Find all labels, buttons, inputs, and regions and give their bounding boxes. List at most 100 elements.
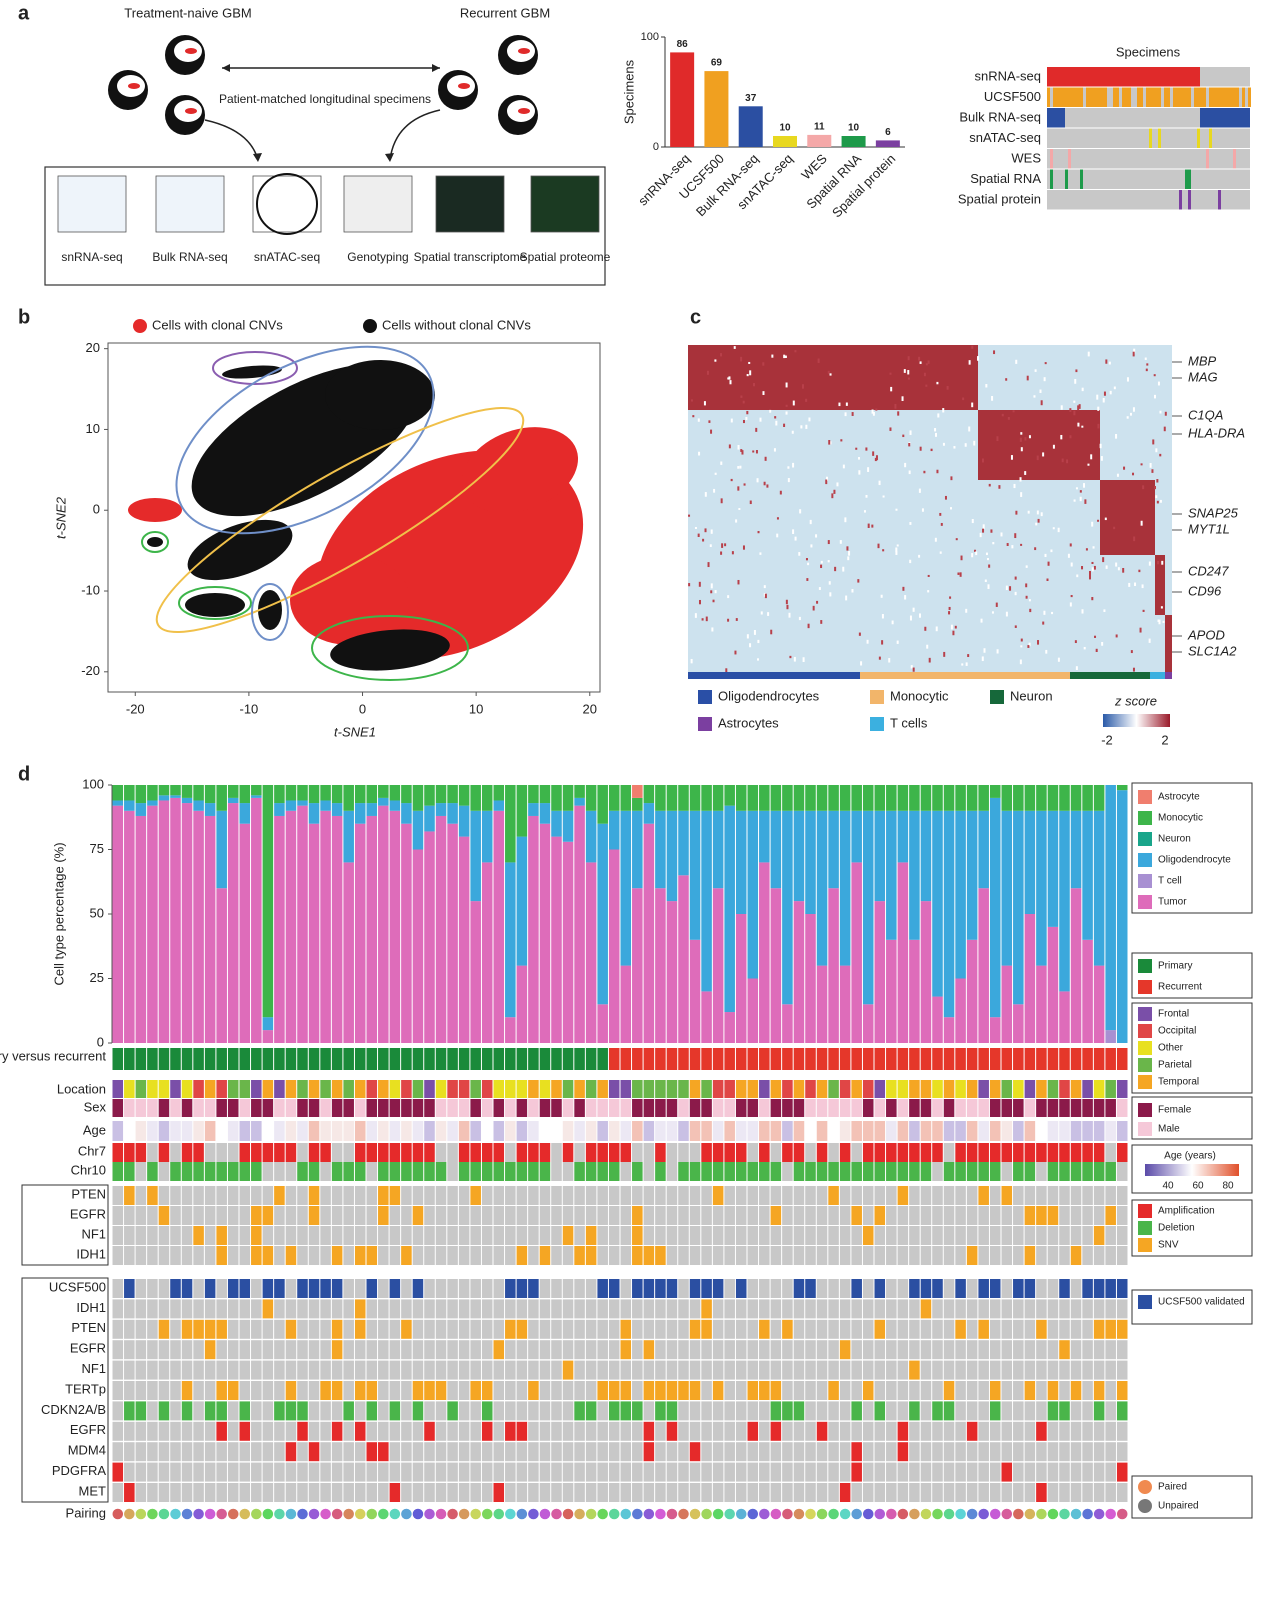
track-cell: [285, 1226, 297, 1245]
track-cell: [724, 1462, 735, 1482]
track-cell: [955, 1048, 966, 1070]
track-cell: [112, 1360, 124, 1380]
heatmap-speck: [878, 480, 881, 486]
track-cell: [158, 1442, 170, 1462]
track-cell: [989, 1462, 1001, 1482]
bar-segment: [932, 996, 943, 1043]
heatmap-speck: [1146, 363, 1149, 366]
track-cell: [493, 1340, 505, 1360]
track-cell: [505, 1186, 516, 1205]
track-cell: [1047, 1319, 1059, 1339]
track-cell: [204, 1206, 216, 1225]
legend-label: Tumor: [1158, 897, 1187, 908]
track-cell: [862, 1483, 874, 1502]
bar-segment: [331, 815, 343, 1043]
bar-segment: [955, 785, 966, 811]
track-cell: [216, 1442, 227, 1462]
heatmap-speck: [714, 472, 717, 475]
track-cell: [389, 1421, 401, 1441]
bar-segment: [170, 797, 181, 1043]
cluster-outline: [178, 586, 252, 620]
track-cell: [447, 1381, 458, 1400]
heatmap-cell: [1179, 87, 1182, 107]
cnv-cluster: [128, 498, 182, 522]
heatmap-speck: [1091, 561, 1094, 564]
track-cell: [585, 1162, 597, 1181]
track-cell: [1059, 1048, 1070, 1070]
cluster-outline: [212, 351, 298, 385]
heatmap-speck: [836, 482, 839, 487]
track-cell: [389, 1360, 401, 1380]
heatmap-speck: [1115, 562, 1118, 567]
track-cell: [943, 1381, 955, 1400]
legend-label: Unpaired: [1158, 1501, 1199, 1512]
track-cell: [1093, 1186, 1105, 1205]
heatmap-cell: [1149, 87, 1152, 107]
track-cell: [608, 1099, 620, 1117]
track-cell: [735, 1226, 747, 1245]
track-cell: [1059, 1401, 1070, 1421]
track-cell: [839, 1048, 851, 1070]
track-cell: [632, 1246, 643, 1265]
heatmap-cell: [1182, 87, 1185, 107]
track-cell: [158, 1246, 170, 1265]
track-cell: [735, 1421, 747, 1441]
legend-label: Deletion: [1158, 1223, 1195, 1234]
track-cell: [493, 1246, 505, 1265]
heatmap-speck: [889, 372, 892, 375]
bar-segment: [978, 785, 989, 811]
track-cell: [170, 1099, 181, 1117]
track-cell: [424, 1186, 435, 1205]
track-cell: [1093, 1299, 1105, 1319]
track-cell: [1024, 1483, 1036, 1502]
track-cell: [412, 1462, 424, 1482]
track-cell: [389, 1080, 401, 1098]
track-cell: [239, 1319, 251, 1339]
heatmap-speck: [921, 508, 924, 512]
track-cell: [505, 1381, 516, 1400]
bar-segment: [193, 800, 204, 811]
track-cell: [920, 1143, 932, 1162]
heatmap-speck: [990, 529, 993, 533]
pairing-dot: [874, 1508, 886, 1520]
track-cell: [366, 1162, 378, 1181]
track-cell: [366, 1099, 378, 1117]
track-cell: [632, 1442, 643, 1462]
heatmap-block: [1155, 555, 1165, 615]
track-cell: [505, 1340, 516, 1360]
heatmap-speck: [1091, 567, 1094, 572]
track-cell: [862, 1186, 874, 1205]
bar-segment: [1036, 810, 1047, 966]
track-cell: [735, 1048, 747, 1070]
heatmap-cell: [1158, 128, 1161, 148]
track-cell: [828, 1401, 839, 1421]
pairing-dot: [135, 1508, 147, 1520]
bar-segment: [851, 785, 862, 811]
track-cell: [643, 1360, 655, 1380]
heatmap-speck: [775, 420, 778, 426]
track-cell: [943, 1226, 955, 1245]
bar-segment: [735, 914, 747, 1043]
heatmap-speck: [1020, 645, 1023, 648]
legend-swatch: [870, 690, 884, 704]
heatmap-speck: [820, 564, 823, 569]
track-cell: [1105, 1186, 1116, 1205]
track-cell: [343, 1186, 354, 1205]
pairing-dot: [608, 1508, 620, 1520]
track-cell: [285, 1121, 297, 1141]
track-cell: [897, 1381, 909, 1400]
track-cell: [331, 1143, 343, 1162]
bar-segment: [1024, 810, 1036, 914]
heatmap-speck: [946, 385, 949, 390]
track-cell: [516, 1319, 528, 1339]
track-cell: [343, 1246, 354, 1265]
legend-label: Primary: [1158, 961, 1192, 972]
track-cell: [412, 1099, 424, 1117]
heatmap-speck: [882, 549, 885, 552]
track-cell: [435, 1442, 447, 1462]
bar-segment: [354, 823, 366, 1043]
track-cell: [1105, 1340, 1116, 1360]
track-cell: [1024, 1299, 1036, 1319]
track-cell: [135, 1401, 147, 1421]
heatmap-cell: [1230, 87, 1233, 107]
